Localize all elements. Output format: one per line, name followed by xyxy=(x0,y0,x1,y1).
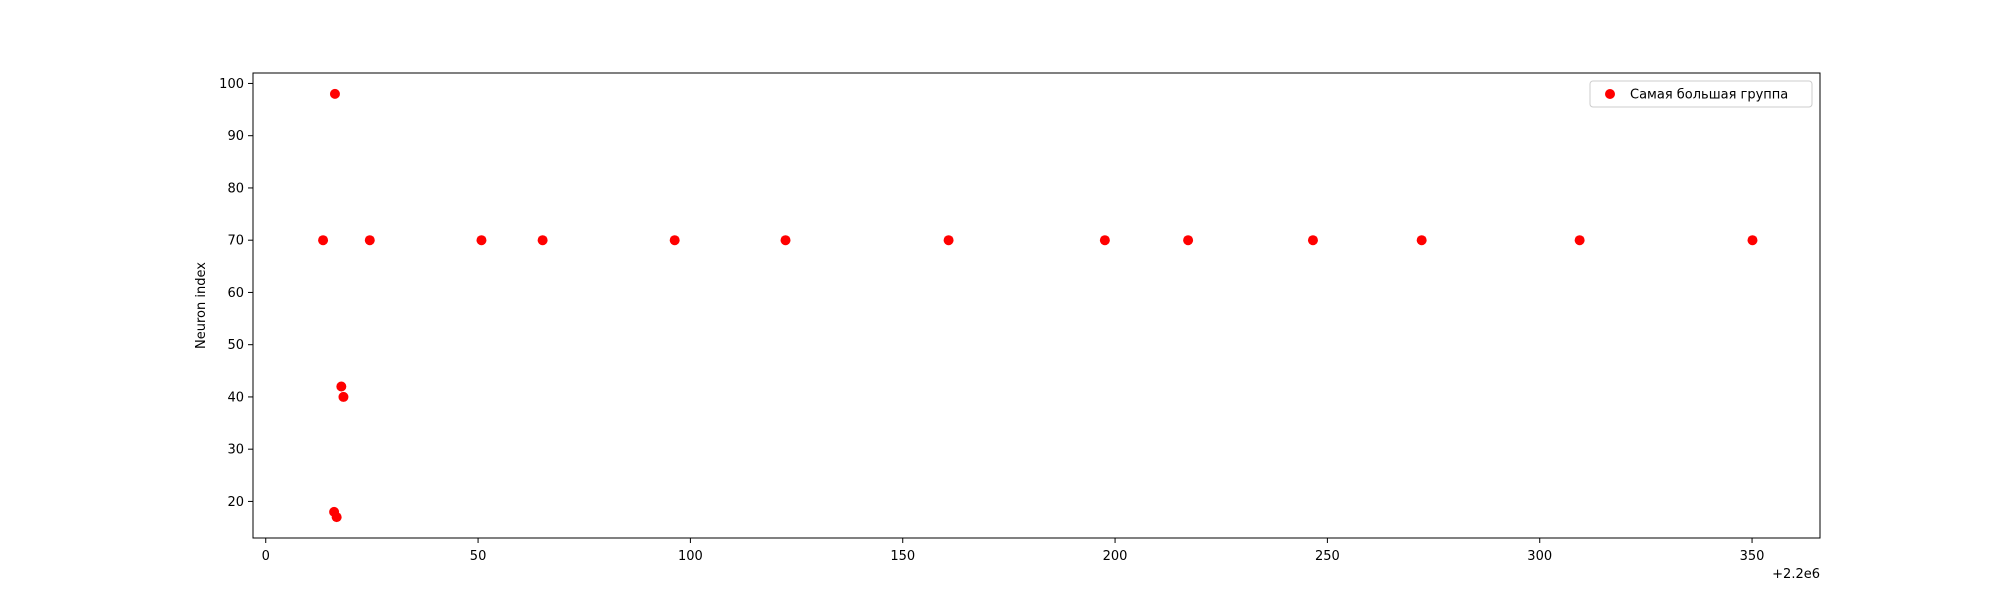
x-tick-label: 300 xyxy=(1527,549,1552,564)
x-axis-ticks: 0 50 100 150 200 250 300 350 xyxy=(262,538,1765,564)
data-point xyxy=(780,235,791,246)
y-tick-label: 90 xyxy=(227,129,244,144)
data-point xyxy=(1416,235,1427,246)
y-tick-label: 30 xyxy=(227,443,244,458)
legend: Самая большая группа xyxy=(1589,80,1813,108)
y-tick-label: 80 xyxy=(227,181,244,196)
y-tick-label: 40 xyxy=(227,390,244,405)
x-tick-label: 50 xyxy=(470,549,487,564)
data-point xyxy=(336,381,347,392)
y-tick-label: 70 xyxy=(227,234,244,249)
data-point xyxy=(318,235,329,246)
y-axis-ticks: 20 30 40 50 60 70 80 90 100 xyxy=(219,77,253,510)
data-point xyxy=(364,235,375,246)
data-point xyxy=(1574,235,1585,246)
data-point xyxy=(669,235,680,246)
data-point xyxy=(476,235,487,246)
x-tick-label: 250 xyxy=(1315,549,1340,564)
data-points xyxy=(318,88,1758,523)
data-point xyxy=(338,391,349,402)
y-tick-label: 100 xyxy=(219,77,244,92)
x-tick-label: 200 xyxy=(1103,549,1128,564)
legend-marker xyxy=(1605,89,1615,99)
x-tick-label: 100 xyxy=(678,549,703,564)
legend-label: Самая большая группа xyxy=(1630,88,1788,103)
legend-box xyxy=(1589,80,1813,108)
data-point xyxy=(943,235,954,246)
data-point xyxy=(1747,235,1758,246)
data-point xyxy=(1183,235,1194,246)
x-tick-label: 150 xyxy=(890,549,915,564)
x-tick-label: 0 xyxy=(262,549,270,564)
data-point xyxy=(1307,235,1318,246)
data-point xyxy=(331,512,342,523)
plot-area-frame xyxy=(252,72,1821,539)
x-axis-offset-label: +2.2e6 xyxy=(1772,567,1820,582)
data-point xyxy=(329,88,340,99)
data-point xyxy=(1099,235,1110,246)
data-point xyxy=(537,235,548,246)
y-tick-label: 50 xyxy=(227,338,244,353)
y-tick-label: 60 xyxy=(227,286,244,301)
y-tick-label: 20 xyxy=(227,495,244,510)
x-tick-label: 350 xyxy=(1740,549,1765,564)
y-axis-label: Neuron index xyxy=(194,262,209,349)
